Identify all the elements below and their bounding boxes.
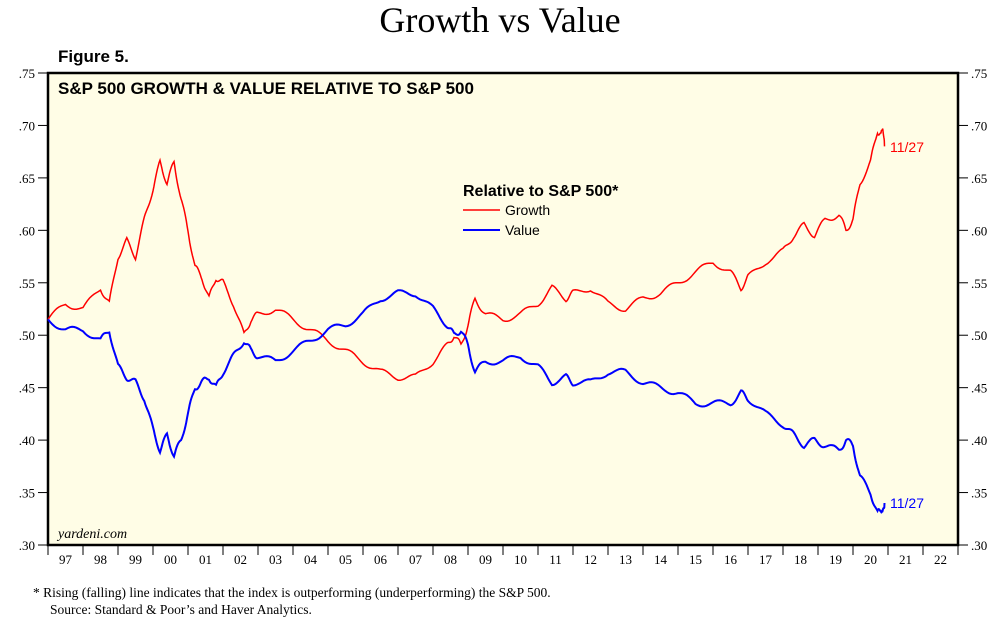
- x-tick-label: 97: [59, 552, 73, 567]
- x-tick-label: 17: [759, 552, 773, 567]
- x-tick-label: 21: [899, 552, 912, 567]
- y-tick-label-left: .60: [19, 223, 35, 238]
- x-tick-label: 14: [654, 552, 668, 567]
- y-tick-label-right: .30: [971, 538, 987, 553]
- x-tick-label: 08: [444, 552, 457, 567]
- x-tick-label: 12: [584, 552, 597, 567]
- y-tick-label-right: .45: [971, 381, 987, 396]
- x-tick-label: 11: [549, 552, 562, 567]
- y-tick-label-right: .75: [971, 66, 987, 81]
- y-tick-label-left: .55: [19, 276, 35, 291]
- x-tick-label: 09: [479, 552, 492, 567]
- x-tick-label: 99: [129, 552, 142, 567]
- footnote-line2: Source: Standard & Poor’s and Haver Anal…: [50, 602, 312, 617]
- y-tick-label-left: .45: [19, 381, 35, 396]
- x-tick-label: 20: [864, 552, 877, 567]
- series-line-value: [47, 289, 886, 514]
- x-tick-label: 18: [794, 552, 807, 567]
- y-tick-label-left: .30: [19, 538, 35, 553]
- x-tick-label: 10: [514, 552, 527, 567]
- y-tick-label-right: .70: [971, 118, 987, 133]
- x-tick-label: 06: [374, 552, 388, 567]
- footnote-line1: * Rising (falling) line indicates that t…: [33, 585, 551, 600]
- y-tick-label-right: .60: [971, 223, 987, 238]
- y-tick-label-right: .50: [971, 328, 987, 343]
- x-tick-label: 04: [304, 552, 318, 567]
- x-tick-label: 19: [829, 552, 842, 567]
- growth-end-label: 11/27: [890, 139, 924, 155]
- value-end-label: 11/27: [890, 495, 924, 511]
- legend-growth-label: Growth: [505, 202, 550, 218]
- legend-title: Relative to S&P 500*: [463, 183, 619, 200]
- legend-value-label: Value: [505, 222, 540, 238]
- x-tick-label: 16: [724, 552, 738, 567]
- watermark: yardeni.com: [56, 527, 127, 542]
- y-tick-label-right: .65: [971, 171, 987, 186]
- x-tick-label: 03: [269, 552, 282, 567]
- x-tick-label: 00: [164, 552, 177, 567]
- y-tick-label-left: .35: [19, 486, 35, 501]
- y-tick-label-right: .40: [971, 433, 987, 448]
- x-tick-label: 15: [689, 552, 702, 567]
- plot-area: [46, 71, 960, 547]
- x-tick-label: 13: [619, 552, 632, 567]
- page-title: Growth vs Value: [379, 0, 620, 40]
- y-tick-label-left: .70: [19, 118, 35, 133]
- y-tick-label-left: .65: [19, 171, 35, 186]
- series-line-growth: [47, 128, 886, 382]
- x-tick-label: 05: [339, 552, 352, 567]
- y-tick-label-right: .55: [971, 276, 987, 291]
- x-tick-label: 01: [199, 552, 212, 567]
- chart-title: S&P 500 GROWTH & VALUE RELATIVE TO S&P 5…: [58, 79, 474, 98]
- x-tick-label: 22: [934, 552, 947, 567]
- figure-label: Figure 5.: [58, 47, 129, 66]
- x-tick-label: 98: [94, 552, 107, 567]
- x-tick-label: 07: [409, 552, 423, 567]
- x-tick-label: 02: [234, 552, 247, 567]
- y-tick-label-left: .50: [19, 328, 35, 343]
- y-tick-label-left: .40: [19, 433, 35, 448]
- y-tick-label-right: .35: [971, 486, 987, 501]
- y-tick-label-left: .75: [19, 66, 35, 81]
